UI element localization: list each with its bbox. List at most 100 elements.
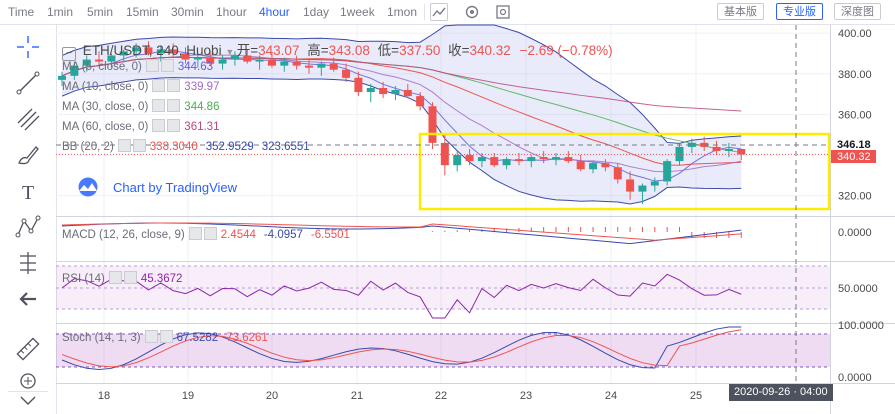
candle-20 xyxy=(305,59,313,74)
candle-body-25 xyxy=(366,87,375,93)
indicator-close-icon[interactable] xyxy=(167,99,181,112)
indicator-settings-icon[interactable] xyxy=(152,79,166,92)
macd-value-2: -4.0957 xyxy=(263,229,303,241)
chart-type-icon[interactable] xyxy=(430,3,448,21)
interval-tab-30min[interactable]: 30min xyxy=(171,5,204,19)
interval-tab-1min[interactable]: 1min xyxy=(47,5,74,19)
indicator-settings-icon[interactable] xyxy=(152,99,166,112)
ma5-label: MA (5, close, 0) xyxy=(62,61,142,73)
indicator-settings-icon[interactable] xyxy=(117,139,131,152)
collapse-chevron-icon[interactable] xyxy=(8,391,48,410)
crosshair-icon[interactable] xyxy=(14,33,42,61)
candle-body-18 xyxy=(280,61,289,66)
candle-body-32 xyxy=(453,155,462,166)
indicator-close-icon[interactable] xyxy=(167,79,181,92)
indicator-settings-icon[interactable] xyxy=(145,59,159,72)
bb-value-1: 338.3040 xyxy=(149,141,198,153)
candle-41 xyxy=(564,150,573,164)
close-label: 收= xyxy=(448,43,470,58)
candle-28 xyxy=(403,83,412,99)
indicator-settings-icon[interactable] xyxy=(144,330,158,343)
interval-tab-15min[interactable]: 15min xyxy=(126,5,159,19)
trend-line-icon[interactable] xyxy=(14,69,42,97)
settings-icon[interactable] xyxy=(463,3,481,21)
candle-body-49 xyxy=(663,161,672,182)
collapse-legend-icon[interactable]: − xyxy=(62,47,76,61)
candle-23 xyxy=(342,63,351,82)
candle-body-19 xyxy=(292,61,301,66)
highlight-box xyxy=(418,132,831,211)
candle-55 xyxy=(737,148,746,161)
price-tick-0: 320.00 xyxy=(838,191,872,203)
rsi-value-1: 45.3672 xyxy=(140,273,183,285)
time-tick-2: 20 xyxy=(266,390,278,402)
indicator-settings-icon[interactable] xyxy=(188,227,202,240)
top-toolbar: Time 1min 5min 15min 30min 1hour 4hour 1day 1wee… xyxy=(0,0,895,25)
interval-tab-1day[interactable]: 1day xyxy=(303,5,330,19)
basic-version-button[interactable]: 基本版 xyxy=(717,3,764,20)
bb-value-3: 323.6551 xyxy=(261,141,310,153)
bb-label: BB (20, 2) xyxy=(62,141,114,153)
interval-tab-time[interactable]: Time xyxy=(8,5,35,19)
last-price-tag-bg xyxy=(831,150,876,163)
fullscreen-icon[interactable] xyxy=(494,3,512,21)
stoch-label: Stoch (14, 1, 3) xyxy=(62,332,141,344)
interval-tab-1week[interactable]: 1week xyxy=(340,5,375,19)
indicator-close-icon[interactable] xyxy=(159,330,173,343)
depth-chart-button[interactable]: 深度图 xyxy=(834,3,881,20)
ma30-value-1: 344.86 xyxy=(184,101,220,113)
symbol-legend: − ETH/USDT, 240, Huobi ▼ 开=343.07 高=343.… xyxy=(62,39,613,61)
candle-33 xyxy=(465,148,474,166)
measure-icon[interactable] xyxy=(14,249,42,277)
candle-body-33 xyxy=(465,155,474,162)
interval-tab-1mon[interactable]: 1mon xyxy=(387,5,418,19)
ma5-value-1: 344.63 xyxy=(177,61,214,73)
candle-26 xyxy=(379,81,388,99)
high-value: 343.08 xyxy=(328,43,370,58)
candle-31 xyxy=(440,134,449,176)
brush-icon[interactable] xyxy=(14,141,42,169)
interval-tab-5min[interactable]: 5min xyxy=(87,5,114,19)
candle-43 xyxy=(589,161,598,174)
ruler-icon[interactable] xyxy=(14,335,42,363)
ma10-value-1: 339.97 xyxy=(184,81,220,93)
candle-body-48 xyxy=(650,181,659,186)
pro-version-button[interactable]: 专业版 xyxy=(776,3,823,20)
interval-tab-1hour[interactable]: 1hour xyxy=(216,5,247,19)
candle-body-20 xyxy=(305,65,313,68)
candle-body-45 xyxy=(613,167,622,180)
open-value: 343.07 xyxy=(258,43,300,58)
indicator-close-icon[interactable] xyxy=(160,59,174,72)
candle-body-22 xyxy=(329,63,338,70)
tradingview-watermark[interactable]: Chart by TradingView xyxy=(72,176,237,198)
candle-39 xyxy=(539,150,548,164)
text-icon[interactable]: T xyxy=(14,177,42,205)
pattern-icon[interactable] xyxy=(14,213,42,241)
dropdown-arrow-icon[interactable]: ▼ xyxy=(225,47,237,57)
candle-body-38 xyxy=(527,157,536,162)
candle-49 xyxy=(663,159,672,186)
candle-42 xyxy=(576,155,585,172)
zoom-in-icon[interactable] xyxy=(14,371,42,391)
candle-body-44 xyxy=(601,163,610,168)
price-tick-3: 380.00 xyxy=(838,69,872,81)
interval-tab-4hour[interactable]: 4hour xyxy=(259,5,290,19)
indicator-settings-icon[interactable] xyxy=(152,119,166,132)
indicator-close-icon[interactable] xyxy=(167,119,181,132)
fib-icon[interactable] xyxy=(14,105,42,133)
indicator-close-icon[interactable] xyxy=(203,227,217,240)
bb-legend: BB (20, 2) 338.3040 352.9529 323.6551 xyxy=(62,139,318,153)
ma60-value-1: 361.31 xyxy=(184,121,220,133)
indicator-settings-icon[interactable] xyxy=(108,271,122,284)
candle-53 xyxy=(712,140,721,156)
candle-36 xyxy=(502,157,511,170)
candle-body-55 xyxy=(737,148,746,155)
ma30-label: MA (30, close, 0) xyxy=(62,101,149,113)
time-tick-5: 23 xyxy=(520,390,532,402)
drawing-toolbar: T xyxy=(0,25,57,414)
back-arrow-icon[interactable] xyxy=(14,285,42,313)
indicator-close-icon[interactable] xyxy=(132,139,146,152)
low-label: 低= xyxy=(377,43,400,58)
indicator-close-icon[interactable] xyxy=(123,271,137,284)
candle-body-30 xyxy=(428,106,437,143)
